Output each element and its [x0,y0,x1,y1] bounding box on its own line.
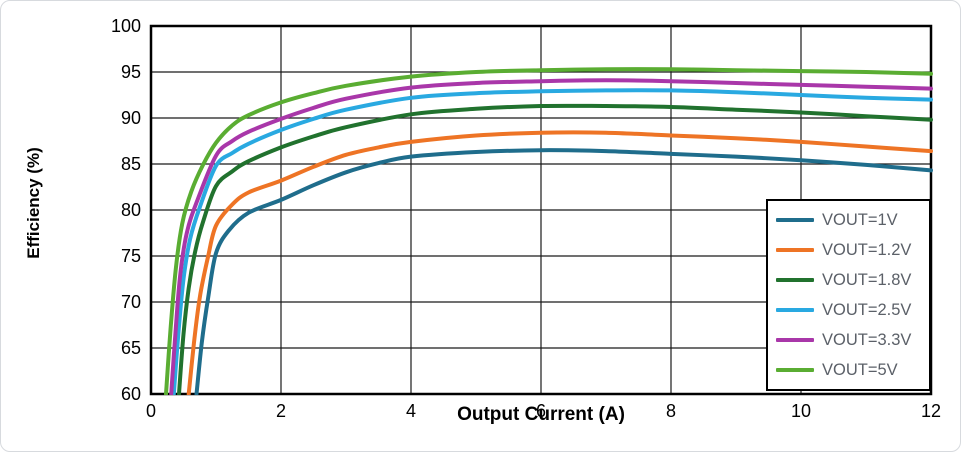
series-lines [164,67,933,395]
legend-label: VOUT=5V [822,360,898,379]
legend-item-vout-1.2v: VOUT=1.2V [776,241,923,260]
x-tick-label: 2 [275,401,287,421]
legend-label: VOUT=2.5V [822,300,912,319]
legend-item-vout-3.3v: VOUT=3.3V [776,331,923,350]
y-tick-label: 90 [120,108,141,128]
legend-swatch [776,278,814,282]
y-tick-label: 75 [120,246,141,266]
legend-swatch [776,248,814,252]
y-tick-label: 85 [120,154,141,174]
y-tick-label: 60 [120,384,141,404]
legend-label: VOUT=1.2V [822,240,912,259]
series-line-vout-2.5v [171,88,933,395]
legend-swatch [776,338,814,342]
x-tick-label: 0 [145,401,157,421]
legend-swatch [776,308,814,312]
x-tick-label: 6 [535,401,547,421]
legend-swatch [776,218,814,222]
legend-label: VOUT=1.8V [822,270,912,289]
x-tick-label: 12 [920,401,942,421]
y-tick-label: 65 [120,338,141,358]
y-tick-label: 95 [120,62,141,82]
legend-item-vout-1.8v: VOUT=1.8V [776,271,923,290]
series-line-vout-1v [194,148,933,395]
legend-label: VOUT=1V [822,210,898,229]
legend-swatch [776,368,814,372]
y-tick-label: 100 [110,16,141,36]
legend: VOUT=1V VOUT=1.2V VOUT=1.8V VOUT=2.5V VOUT=3… [766,199,931,391]
plot-border [149,24,933,396]
series-line-vout-1.8v [177,103,933,395]
y-tick-label: 70 [120,292,141,312]
y-axis-title: Efficiency (%) [24,147,43,259]
legend-item-vout-1v: VOUT=1V [776,211,923,230]
legend-label: VOUT=3.3V [822,330,912,349]
series-line-vout-5v [164,67,933,395]
x-tick-label: 4 [405,401,417,421]
legend-item-vout-2.5v: VOUT=2.5V [776,301,923,320]
x-axis-title: Output Current (A) [457,404,625,425]
series-line-vout-1.2v [186,130,933,395]
legend-item-vout-5v: VOUT=5V [776,361,923,380]
series-line-vout-3.3v [169,78,933,395]
x-tick-label: 10 [790,401,812,421]
x-tick-label: 8 [665,401,677,421]
y-tick-label: 80 [120,200,141,220]
